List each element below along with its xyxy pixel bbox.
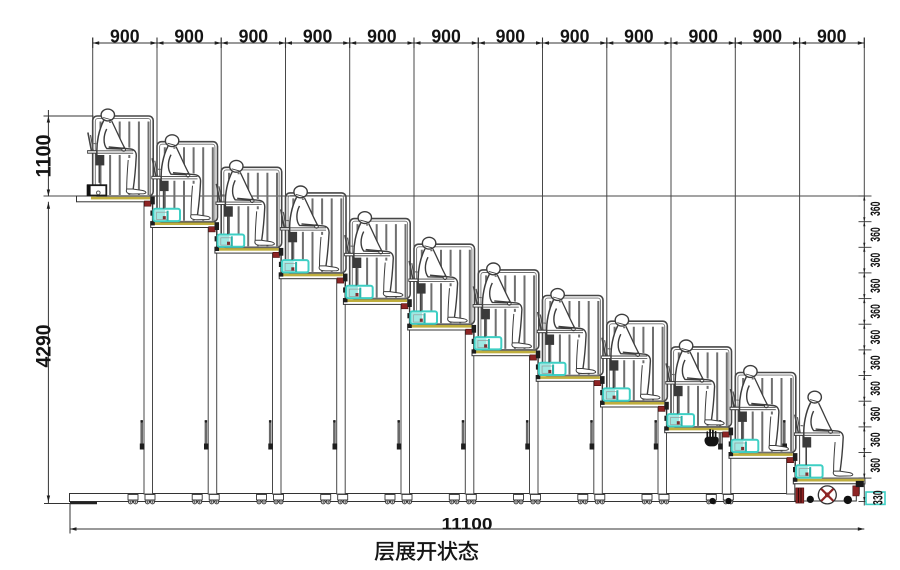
svg-text:900: 900 <box>367 26 397 47</box>
svg-text:360: 360 <box>868 279 883 294</box>
svg-text:360: 360 <box>868 202 883 217</box>
svg-text:900: 900 <box>560 26 590 47</box>
svg-text:900: 900 <box>624 26 654 47</box>
svg-text:11100: 11100 <box>442 515 493 534</box>
svg-text:1100: 1100 <box>32 135 55 178</box>
svg-text:360: 360 <box>868 253 883 268</box>
svg-text:900: 900 <box>496 26 526 47</box>
svg-text:900: 900 <box>239 26 269 47</box>
svg-text:360: 360 <box>868 458 883 473</box>
svg-text:900: 900 <box>817 26 847 47</box>
svg-text:4290: 4290 <box>32 325 55 368</box>
svg-text:900: 900 <box>753 26 783 47</box>
svg-text:360: 360 <box>868 304 883 319</box>
svg-text:900: 900 <box>174 26 204 47</box>
svg-text:360: 360 <box>868 355 883 370</box>
svg-text:330: 330 <box>870 490 885 505</box>
svg-text:360: 360 <box>868 381 883 396</box>
svg-text:900: 900 <box>303 26 333 47</box>
svg-text:360: 360 <box>868 432 883 447</box>
svg-text:360: 360 <box>868 227 883 242</box>
svg-text:360: 360 <box>868 407 883 422</box>
svg-text:360: 360 <box>868 330 883 345</box>
svg-text:900: 900 <box>688 26 718 47</box>
svg-text:900: 900 <box>110 26 140 47</box>
svg-text:900: 900 <box>431 26 461 47</box>
